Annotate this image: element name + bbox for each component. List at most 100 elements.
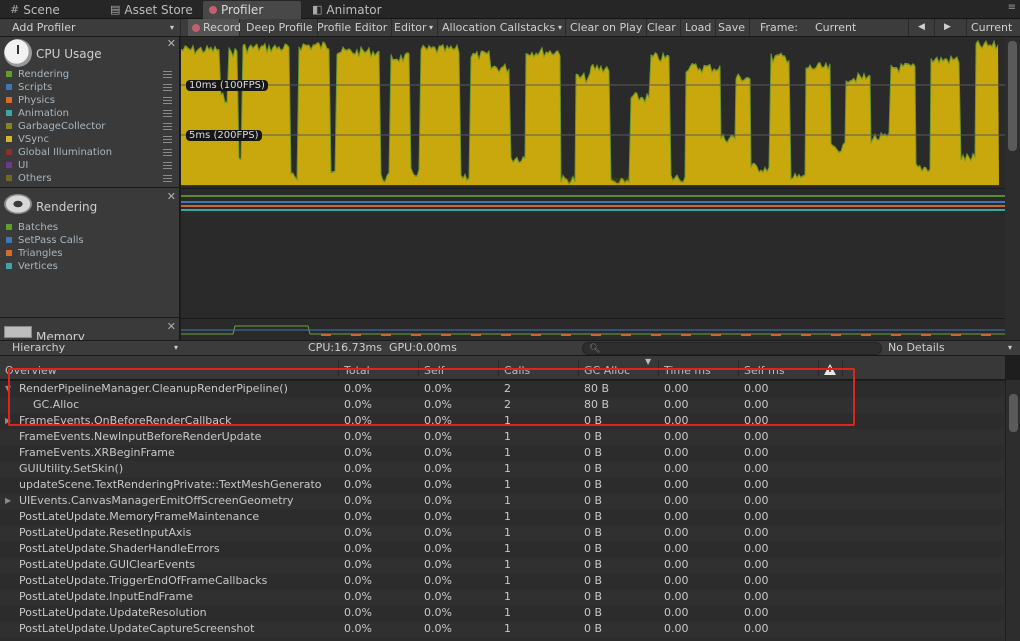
- table-row[interactable]: PostLateUpdate.InputEndFrame 0.0% 0.0% 1 0 B…: [0, 589, 1005, 605]
- legend-item[interactable]: UI: [6, 159, 176, 172]
- reorder-handle-icon[interactable]: [163, 162, 172, 169]
- profile-editor-button[interactable]: Profile Editor: [313, 19, 393, 36]
- legend-item[interactable]: SetPass Calls: [6, 234, 176, 247]
- load-button[interactable]: Load: [681, 19, 717, 36]
- rendering-module[interactable]: Rendering ✕ Batches SetPass Calls Triangle…: [0, 188, 179, 318]
- column-total[interactable]: Total: [344, 364, 370, 377]
- search-input[interactable]: 🔍︎: [582, 342, 882, 355]
- table-row[interactable]: FrameEvents.NewInputBeforeRenderUpdate 0.…: [0, 429, 1005, 445]
- column-self[interactable]: Self: [424, 364, 445, 377]
- deep-profile-button[interactable]: Deep Profile: [242, 19, 318, 36]
- tab-animator[interactable]: ◧ Animator: [306, 1, 388, 19]
- legend-label: Global Illumination: [18, 147, 113, 158]
- cpu-usage-module[interactable]: CPU Usage ✕ Rendering Scripts Physics Anima…: [0, 37, 179, 188]
- details-dropdown[interactable]: No Details ▾: [888, 341, 1018, 355]
- column-gc-alloc[interactable]: GC Alloc: [584, 364, 631, 377]
- tab-asset-store[interactable]: ▤ Asset Store: [104, 1, 199, 19]
- scene-icon: #: [10, 3, 20, 16]
- table-row[interactable]: PostLateUpdate.ShaderHandleErrors 0.0% 0.0…: [0, 541, 1005, 557]
- hierarchy-scrollbar-thumb[interactable]: [1009, 394, 1018, 432]
- row-time-ms: 0.00: [664, 462, 689, 475]
- view-type-dropdown[interactable]: Hierarchy ▾: [12, 341, 180, 355]
- reorder-handle-icon[interactable]: [163, 97, 172, 104]
- graph-scrollbar-thumb[interactable]: [1008, 41, 1017, 151]
- clear-button[interactable]: Clear: [643, 19, 681, 36]
- close-icon[interactable]: ✕: [166, 37, 176, 50]
- legend-item[interactable]: Vertices: [6, 260, 176, 273]
- legend-item[interactable]: Scripts: [6, 81, 176, 94]
- table-row[interactable]: PostLateUpdate.TriggerEndOfFrameCallback…: [0, 573, 1005, 589]
- column-self-ms[interactable]: Self ms: [744, 364, 785, 377]
- record-button[interactable]: Record: [188, 19, 241, 36]
- reorder-handle-icon[interactable]: [163, 71, 172, 78]
- memory-marker: [801, 334, 811, 336]
- next-frame-icon[interactable]: ▶: [934, 19, 960, 36]
- reorder-handle-icon[interactable]: [163, 136, 172, 143]
- table-row[interactable]: FrameEvents.XRBeginFrame 0.0% 0.0% 1 0 B 0.00…: [0, 445, 1005, 461]
- table-row[interactable]: updateScene.TextRenderingPrivate::TextMe…: [0, 477, 1005, 493]
- profiler-graph-area[interactable]: 10ms (100FPS) 5ms (200FPS): [181, 37, 1005, 340]
- table-row[interactable]: GC.Alloc 0.0% 0.0% 2 80 B 0.00 0.00: [0, 397, 1005, 413]
- graph-scrollbar[interactable]: [1005, 37, 1020, 340]
- previous-frame-icon[interactable]: ◀: [908, 19, 934, 36]
- reorder-handle-icon[interactable]: [163, 175, 172, 182]
- tab-profiler[interactable]: Profiler: [203, 1, 301, 19]
- tab-scene[interactable]: # Scene: [4, 1, 66, 19]
- window-menu-icon[interactable]: ≡: [1007, 2, 1016, 13]
- cpu-usage-graph[interactable]: [181, 37, 1005, 340]
- memory-marker: [441, 334, 451, 336]
- column-overview[interactable]: Overview: [5, 364, 57, 377]
- memory-marker: [831, 334, 841, 336]
- allocation-callstacks-dropdown[interactable]: Allocation Callstacks ▾: [438, 19, 566, 36]
- tab-scene-label: Scene: [23, 3, 60, 17]
- memory-marker: [711, 334, 721, 336]
- legend-item[interactable]: Triangles: [6, 247, 176, 260]
- table-row[interactable]: GUIUtility.SetSkin() 0.0% 0.0% 1 0 B 0.00 0.00: [0, 461, 1005, 477]
- legend-item[interactable]: GarbageCollector: [6, 120, 176, 133]
- legend-swatch: [6, 123, 12, 129]
- legend-label: Others: [18, 173, 52, 184]
- expand-arrow-icon[interactable]: ▶: [5, 496, 12, 505]
- legend-item[interactable]: Batches: [6, 221, 176, 234]
- legend-item[interactable]: Global Illumination: [6, 146, 176, 159]
- close-icon[interactable]: ✕: [166, 320, 176, 333]
- legend-item[interactable]: Rendering: [6, 68, 176, 81]
- current-frame-button[interactable]: Current: [966, 19, 1020, 36]
- table-row[interactable]: ▶ UIEvents.CanvasManagerEmitOffScreenGeom…: [0, 493, 1005, 509]
- row-self-ms: 0.00: [744, 430, 769, 443]
- table-row[interactable]: PostLateUpdate.UpdateResolution 0.0% 0.0% 1…: [0, 605, 1005, 621]
- add-profiler-dropdown[interactable]: Add Profiler ▾: [0, 19, 181, 36]
- save-button[interactable]: Save: [714, 19, 751, 36]
- legend-item[interactable]: Animation: [6, 107, 176, 120]
- reorder-handle-icon[interactable]: [163, 123, 172, 130]
- row-self-ms: 0.00: [744, 478, 769, 491]
- memory-module[interactable]: Memory ✕: [0, 318, 179, 340]
- table-row[interactable]: PostLateUpdate.MemoryFrameMaintenance 0.0…: [0, 509, 1005, 525]
- reorder-handle-icon[interactable]: [163, 110, 172, 117]
- warning-icon[interactable]: [824, 364, 836, 375]
- legend-item[interactable]: VSync: [6, 133, 176, 146]
- reorder-handle-icon[interactable]: [163, 149, 172, 156]
- column-time-ms[interactable]: Time ms: [664, 364, 711, 377]
- dropdown-arrow-icon: ▾: [169, 23, 174, 32]
- table-row[interactable]: ▼ RenderPipelineManager.CleanupRenderPipe…: [0, 381, 1005, 397]
- column-calls[interactable]: Calls: [504, 364, 531, 377]
- hierarchy-scrollbar[interactable]: [1005, 380, 1020, 641]
- table-row[interactable]: PostLateUpdate.GUIClearEvents 0.0% 0.0% 1 0 …: [0, 557, 1005, 573]
- reorder-handle-icon[interactable]: [163, 84, 172, 91]
- row-self: 0.0%: [424, 558, 452, 571]
- row-gc-alloc: 0 B: [584, 494, 603, 507]
- expand-arrow-icon[interactable]: ▶: [5, 416, 12, 425]
- row-self-ms: 0.00: [744, 414, 769, 427]
- legend-item[interactable]: Physics: [6, 94, 176, 107]
- expand-arrow-icon[interactable]: ▼: [5, 384, 12, 393]
- table-row[interactable]: PostLateUpdate.UpdateCaptureScreenshot 0.…: [0, 621, 1005, 637]
- close-icon[interactable]: ✕: [166, 190, 176, 203]
- table-row[interactable]: PostLateUpdate.ResetInputAxis 0.0% 0.0% 1 0 …: [0, 525, 1005, 541]
- row-total: 0.0%: [344, 462, 372, 475]
- row-time-ms: 0.00: [664, 494, 689, 507]
- table-row[interactable]: ▶ FrameEvents.OnBeforeRenderCallback 0.0% 0…: [0, 413, 1005, 429]
- clear-on-play-button[interactable]: Clear on Play: [566, 19, 648, 36]
- target-editor-dropdown[interactable]: Editor ▾: [390, 19, 438, 36]
- legend-item[interactable]: Others: [6, 172, 176, 185]
